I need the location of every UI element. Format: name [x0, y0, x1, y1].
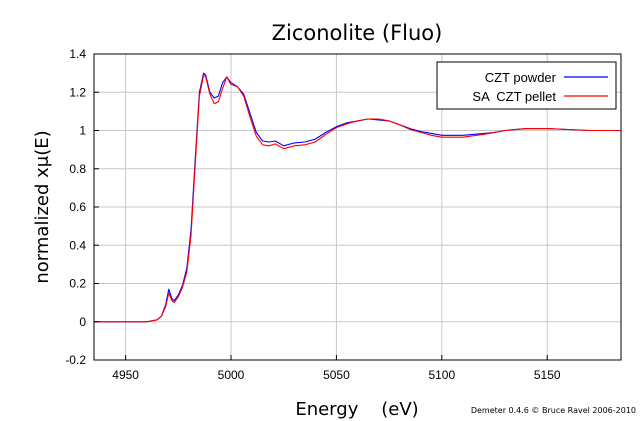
- legend-box: [436, 61, 617, 110]
- legend-label-sa-czt-pellet: SA CZT pellet: [472, 89, 556, 104]
- y-tick-label: 0.4: [69, 238, 86, 252]
- y-tick-label: 1.2: [69, 85, 86, 99]
- y-axis-label: normalized xμ(E): [32, 130, 53, 283]
- y-axis-ticks: -0.2 0 0.2 0.4 0.6 0.8 1 1.2 1.4: [65, 47, 99, 367]
- series-layer: [94, 72, 621, 323]
- chart-title: Ziconolite (Fluo): [272, 21, 443, 45]
- x-tick-label: 4950: [112, 368, 139, 382]
- series-line-sa-czt-pellet: [94, 74, 621, 323]
- y-tick-label: 0: [79, 315, 86, 329]
- x-axis-label: Energy (eV): [295, 399, 418, 420]
- legend-label-czt-powder: CZT powder: [485, 70, 557, 85]
- x-tick-label: 5100: [428, 368, 455, 382]
- y-tick-label: -0.2: [65, 353, 86, 367]
- x-tick-label: 5050: [323, 368, 350, 382]
- y-tick-label: 1: [79, 124, 86, 138]
- legend: CZT powder SA CZT pellet: [436, 61, 617, 110]
- y-tick-label: 0.2: [69, 277, 86, 291]
- x-axis-ticks: 4950 5000 5050 5100 5150: [112, 355, 561, 382]
- y-tick-label: 0.8: [69, 162, 86, 176]
- x-tick-label: 5150: [534, 368, 561, 382]
- x-tick-label: 5000: [218, 368, 245, 382]
- software-credit: Demeter 0.4.6 © Bruce Ravel 2006-2010: [471, 406, 636, 415]
- y-tick-label: 1.4: [69, 47, 86, 61]
- series-line-czt-powder: [94, 72, 621, 323]
- y-tick-label: 0.6: [69, 200, 86, 214]
